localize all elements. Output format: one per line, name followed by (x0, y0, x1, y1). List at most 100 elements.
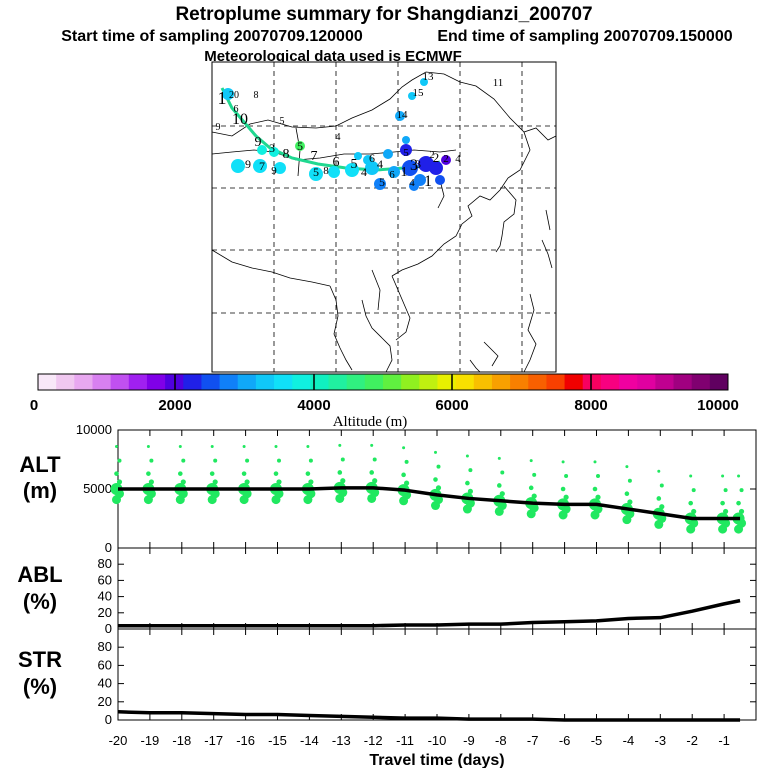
altitude-point (245, 458, 250, 463)
altitude-point (627, 499, 633, 505)
y-tick-label: 0 (105, 621, 112, 636)
colorbar-swatch (274, 374, 293, 390)
y-tick-label: 40 (98, 589, 112, 604)
altitude-point (720, 500, 725, 506)
plume-day-label: 5 (379, 175, 385, 189)
colorbar-swatch (364, 374, 384, 390)
altitude-point (723, 488, 728, 493)
plume-day-label: 13 (423, 71, 435, 83)
plume-cluster (328, 166, 340, 178)
x-tick-label: -19 (141, 733, 160, 748)
altitude-point (115, 445, 118, 449)
panel-ylabel: ALT (19, 452, 61, 477)
plume-day-label: 2 (430, 150, 435, 161)
plume-cluster (395, 111, 405, 121)
altitude-point (659, 504, 665, 510)
colorbar-swatch (310, 374, 330, 390)
colorbar-swatch (637, 374, 656, 390)
x-tick-label: -16 (236, 733, 255, 748)
plume-cluster (354, 152, 362, 160)
altitude-point (340, 457, 345, 462)
altitude-point (737, 474, 741, 478)
colorbar-swatch (237, 374, 257, 390)
altitude-point (656, 496, 662, 501)
altitude-point (691, 508, 697, 515)
start-time-label: Start time of sampling 20070709.120000 (61, 28, 363, 45)
plume-day-label: 4 (361, 165, 367, 179)
altitude-point (178, 445, 182, 449)
x-tick-label: -20 (109, 733, 128, 748)
altitude-point (593, 460, 597, 464)
plume-day-label: 9 (245, 157, 251, 171)
series-line-str (117, 710, 741, 722)
plume-day-label: 8 (283, 147, 290, 162)
altitude-point (689, 474, 693, 478)
altitude-point (659, 483, 664, 488)
colorbar-swatch (292, 374, 311, 390)
plume-day-label: 8 (323, 165, 329, 177)
y-tick-label: 40 (98, 676, 112, 691)
plume-clusters (222, 78, 451, 191)
plume-cluster (441, 155, 451, 165)
plume-day-label: 3 (415, 157, 421, 171)
colorbar-swatch (183, 374, 202, 390)
altitude-point (212, 479, 218, 485)
colorbar-swatch (510, 374, 529, 390)
colorbar-tick-labels: 0 2000 4000 6000 8000 10000 (30, 374, 739, 414)
plume-day-label: 1 (218, 88, 227, 108)
x-tick-label: -1 (718, 733, 730, 748)
plume-day-label: 2 (433, 150, 440, 165)
altitude-point (369, 470, 375, 475)
colorbar-swatch (619, 374, 638, 390)
altitude-point (691, 488, 696, 493)
plume-day-label: 8 (254, 90, 259, 101)
plume-cluster (363, 155, 373, 165)
plume-day-label: 4 (455, 153, 461, 165)
colorbar-tick-label: 6000 (435, 397, 468, 414)
colorbar-swatch (473, 374, 493, 390)
plume-cluster (295, 141, 305, 151)
plume-day-label: 4 (377, 157, 383, 171)
altitude-point (306, 445, 310, 449)
panel-frame (117, 628, 757, 721)
altitude-point (436, 464, 441, 469)
altitude-point (274, 445, 278, 449)
colorbar-swatch (110, 374, 130, 390)
altitude-point (148, 479, 154, 485)
plume-day-label: 9 (271, 165, 277, 177)
x-tick-label: -9 (463, 733, 475, 748)
altitude-point (178, 471, 183, 476)
altitude-point (467, 488, 473, 494)
x-tick-label: -18 (172, 733, 191, 748)
plume-day-label: 5 (403, 147, 409, 159)
plume-day-label: 2 (443, 153, 449, 165)
colorbar-swatch (691, 374, 711, 390)
y-tick-label: 60 (98, 657, 112, 672)
plume-cluster (402, 160, 418, 176)
altitude-point (532, 472, 537, 477)
altitude-point (528, 485, 534, 491)
plume-cluster (345, 163, 359, 177)
plume-day-label: 4 (409, 177, 415, 189)
altitude-point (110, 483, 123, 495)
x-tick-label: -13 (332, 733, 351, 748)
altitude-point (627, 478, 632, 483)
altitude-point (146, 471, 151, 476)
plume-day-label: 15 (413, 87, 425, 99)
altitude-point (213, 458, 218, 463)
plume-day-label: 10 (232, 111, 248, 128)
altitude-point (181, 458, 186, 463)
plume-day-label: 3 (269, 141, 275, 155)
map-frame (211, 61, 557, 373)
altitude-point (116, 479, 123, 485)
plume-cluster (402, 136, 410, 144)
plume-cluster (231, 159, 245, 173)
x-tick-label: -7 (527, 733, 539, 748)
altitude-point (308, 479, 314, 485)
colorbar-swatch (419, 374, 438, 390)
colorbar-swatch (582, 374, 602, 390)
altitude-point (497, 456, 501, 460)
colorbar-swatch (383, 374, 402, 390)
colorbar-tick-label: 8000 (574, 397, 607, 414)
x-tick-label: -12 (364, 733, 383, 748)
